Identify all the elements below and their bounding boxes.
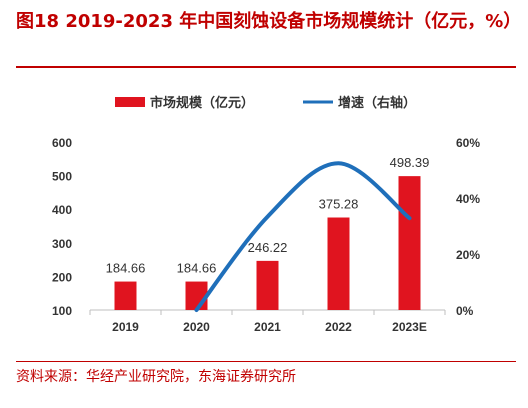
right-tick-label: 40% [456,192,480,206]
bar-value-label: 375.28 [319,197,359,212]
bar-value-label: 184.66 [106,261,146,276]
bar [327,217,350,310]
chart-title: 图18 2019-2023 年中国刻蚀设备市场规模统计（亿元，%） [16,11,522,32]
x-tick-label: 2023E [392,320,427,334]
bar-value-label: 498.39 [390,155,430,170]
legend-label-bar: 市场规模（亿元） [150,95,254,111]
x-tick-label: 2019 [112,320,139,334]
left-tick-label: 600 [52,136,72,150]
left-tick-label: 400 [52,203,72,217]
left-axis: 100 200 300 400 500 600 [52,136,72,318]
bar-value-label: 184.66 [177,261,217,276]
bar [185,281,208,310]
left-tick-label: 300 [52,237,72,251]
left-tick-label: 100 [52,304,72,318]
right-tick-label: 20% [456,248,480,262]
source-divider [16,361,516,362]
x-tick-label: 2022 [325,320,352,334]
legend-swatch-bar [115,97,145,107]
left-tick-label: 200 [52,270,72,284]
x-tick-label: 2021 [254,320,281,334]
x-tick-label: 2020 [183,320,210,334]
growth-line [194,161,412,312]
right-axis: 0% 20% 40% 60% [456,136,480,318]
bar [114,281,137,310]
legend-label-line: 增速（右轴） [338,95,416,111]
source-note: 资料来源：华经产业研究院，东海证券研究所 [16,369,296,385]
bar-value-label: 246.22 [248,240,288,255]
x-axis: 2019 2020 2021 2022 2023E [89,310,446,334]
bar [398,176,421,310]
bar-value-labels: 184.66 184.66 246.22 375.28 498.39 [104,154,431,277]
bar [256,260,279,310]
bars [114,176,421,310]
right-tick-label: 0% [456,304,474,318]
right-tick-label: 60% [456,136,480,150]
left-tick-label: 500 [52,170,72,184]
title-divider [16,66,516,68]
